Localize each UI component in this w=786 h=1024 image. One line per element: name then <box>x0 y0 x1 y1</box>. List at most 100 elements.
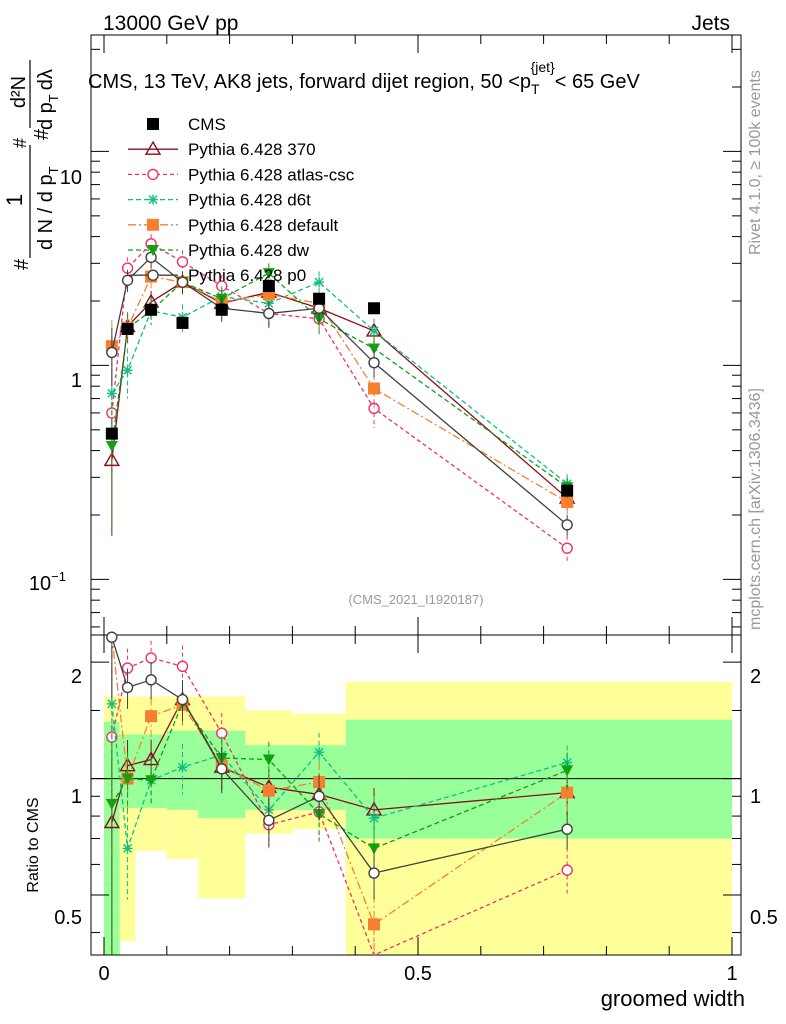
x-tick-label-0: 0 <box>98 963 109 985</box>
series-line-p0 <box>111 256 568 526</box>
ratio-point-d6t-6 <box>314 747 325 758</box>
series-line-dw <box>111 272 568 488</box>
ratio-point-p0-8 <box>561 823 573 835</box>
ratio-tick-label-0.5-right: 0.5 <box>750 907 778 929</box>
ratio-y-label: Ratio to CMS <box>25 797 42 892</box>
legend-label-p370: Pythia 6.428 370 <box>188 140 316 159</box>
ratio-point-atlas-2 <box>145 652 157 664</box>
x-axis-label: groomed width <box>601 986 745 1011</box>
ratio-point-p0-0 <box>106 631 118 643</box>
legend-label-dw: Pythia 6.428 dw <box>188 241 310 260</box>
cms-point-1 <box>121 322 134 335</box>
ratio-point-dw-1 <box>121 773 134 785</box>
legend-label-d6t: Pythia 6.428 d6t <box>188 191 311 210</box>
ratio-point-d6t-7 <box>369 813 380 824</box>
y-label-d2N: d²N <box>8 76 30 108</box>
x-tick-label-1: 1 <box>726 963 737 985</box>
legend: CMS Pythia 6.428 370 Pythia 6.428 atlas-cs… <box>128 115 355 285</box>
ratio-point-p0-5 <box>263 814 275 827</box>
ratio-point-default-2 <box>145 710 158 723</box>
y-label-hash3: # <box>10 138 30 148</box>
series-line-d6t <box>111 281 568 485</box>
ratio-point-p370-0 <box>103 814 121 829</box>
point-p0-5 <box>263 307 275 320</box>
legend-marker-atlas <box>147 168 159 181</box>
ratio-point-d6t-1 <box>122 843 133 854</box>
side-rivet-text: Rivet 4.1.0, ≥ 100k events <box>747 70 764 255</box>
ratio-point-default-7 <box>368 918 381 931</box>
point-atlas-8 <box>561 542 573 554</box>
point-dw-5 <box>262 268 275 280</box>
ratio-point-default-5 <box>262 784 275 797</box>
y-tick-label-10: 10 <box>60 167 82 189</box>
ratio-point-p0-7 <box>368 867 380 879</box>
ratio-point-dw-2 <box>145 775 158 787</box>
point-p0-3 <box>176 276 189 288</box>
ratio-tick-label-2: 2 <box>71 666 82 688</box>
point-d6t-0 <box>106 388 117 399</box>
side-mcplots-text: mcplots.cern.ch [arXiv:1306.3436] <box>747 388 764 630</box>
legend-marker-default <box>147 218 159 231</box>
point-dw-0 <box>105 441 118 453</box>
point-p0-7 <box>368 356 380 369</box>
chart-title: CMS, 13 TeV, AK8 jets, forward dijet reg… <box>88 59 640 97</box>
y-label-one: 1 <box>2 194 27 206</box>
ratio-point-atlas-8 <box>561 864 573 876</box>
point-dw-7 <box>368 343 381 355</box>
point-d6t-7 <box>369 325 380 336</box>
point-atlas-3 <box>176 256 189 268</box>
x-tick-label-0.5: 0.5 <box>404 963 432 985</box>
ratio-point-d6t-3 <box>177 762 188 773</box>
ratio-point-p0-6 <box>313 790 325 802</box>
header-category: Jets <box>691 12 730 35</box>
ratio-series-layer <box>103 631 576 956</box>
ratio-bands <box>104 681 732 955</box>
legend-marker-cms <box>147 118 159 130</box>
series-line-atlas <box>111 243 568 549</box>
ratio-point-p0-4 <box>216 763 228 775</box>
point-p0-0 <box>106 346 118 359</box>
legend-label-atlas: Pythia 6.428 atlas-csc <box>188 165 355 184</box>
cms-point-3 <box>176 316 189 329</box>
legend-label-cms: CMS <box>188 115 226 134</box>
header-energy: 13000 GeV pp <box>103 12 238 35</box>
ratio-point-d6t-0 <box>106 698 117 709</box>
cms-point-8 <box>561 484 574 497</box>
axis-ticks <box>91 35 741 955</box>
legend-marker-dw <box>147 245 159 256</box>
point-p0-8 <box>561 519 573 531</box>
point-default-7 <box>368 382 381 395</box>
y-label-hash2: # <box>31 128 53 140</box>
ratio-tick-label-1-right: 1 <box>750 786 761 808</box>
legend-marker-p370 <box>144 140 162 155</box>
y-label-hash1: # <box>11 258 33 270</box>
cms-point-4 <box>215 303 228 316</box>
y-label-dpt: d pTdλ <box>35 69 61 130</box>
ratio-point-dw-8 <box>561 765 574 777</box>
ratio-point-dw-7 <box>368 843 381 855</box>
point-p0-6 <box>313 302 325 314</box>
ratio-tick-label-0.5: 0.5 <box>54 907 82 929</box>
legend-label-p0: Pythia 6.428 p0 <box>188 266 306 285</box>
point-default-8 <box>561 496 574 509</box>
cms-point-5 <box>262 280 275 293</box>
main-y-label: # 1 d N / d pT # d²N d pTdλ # <box>2 60 61 270</box>
ratio-point-dw-0 <box>105 798 118 810</box>
cms-point-0 <box>105 427 118 440</box>
point-d6t-1 <box>122 365 133 376</box>
legend-label-default: Pythia 6.428 default <box>188 216 339 235</box>
main-series-layer <box>103 234 576 563</box>
cms-point-7 <box>368 302 381 315</box>
ratio-point-atlas-3 <box>176 660 189 673</box>
cms-point-6 <box>313 292 326 305</box>
y-tick-label-1: 1 <box>71 370 82 392</box>
title-sub: T <box>531 81 540 97</box>
ratio-tick-label-2-right: 2 <box>750 666 761 688</box>
ratio-point-p0-1 <box>121 681 134 694</box>
title-tail: < 65 GeV <box>555 71 641 93</box>
ratio-point-default-8 <box>561 786 574 799</box>
point-p0-1 <box>121 274 134 286</box>
point-d6t-6 <box>314 277 325 288</box>
y-label-dN: d N / d pT <box>35 166 61 250</box>
